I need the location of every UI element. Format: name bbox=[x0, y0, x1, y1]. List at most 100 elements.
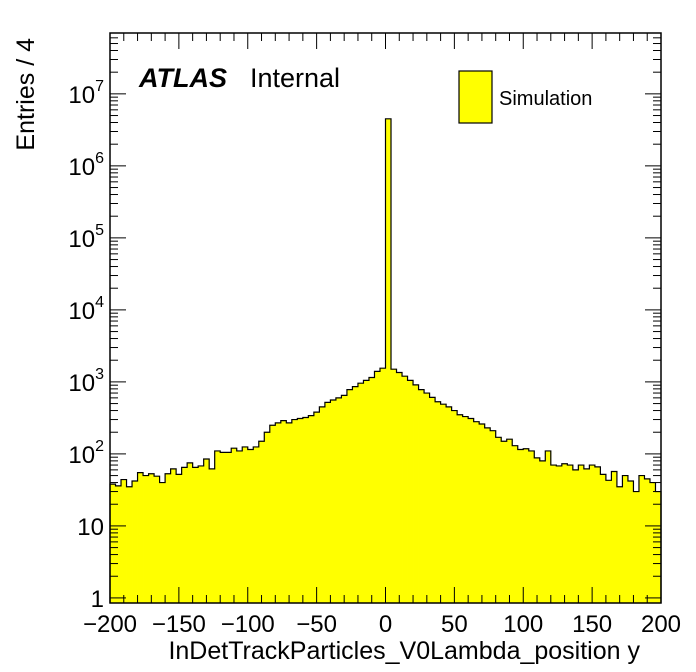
histogram-bin bbox=[600, 474, 607, 603]
y-tick-label: 105 bbox=[68, 222, 104, 253]
histogram-bin bbox=[545, 450, 552, 603]
histogram-bin bbox=[302, 417, 309, 603]
y-tick-label: 102 bbox=[68, 438, 104, 469]
y-tick-label: 1 bbox=[91, 586, 104, 613]
histogram-bin bbox=[429, 397, 436, 603]
histogram-bin bbox=[440, 404, 447, 603]
histogram-bin bbox=[523, 448, 530, 603]
histogram-bin bbox=[313, 412, 320, 603]
histogram-bin bbox=[396, 372, 403, 603]
histogram-bin bbox=[561, 463, 568, 603]
histogram-bin bbox=[165, 473, 172, 603]
histogram-bin bbox=[363, 380, 370, 603]
x-tick-label: 0 bbox=[379, 611, 392, 638]
histogram-bin bbox=[368, 377, 375, 603]
histogram-bin bbox=[517, 449, 524, 603]
histogram-bin bbox=[446, 406, 453, 603]
histogram-bin bbox=[258, 441, 265, 603]
histogram-bin bbox=[374, 371, 381, 603]
histogram-bin bbox=[462, 416, 469, 603]
histogram-bin bbox=[154, 476, 160, 603]
histogram-bin bbox=[341, 395, 348, 603]
histogram-bin bbox=[170, 468, 177, 603]
y-tick-label: 103 bbox=[68, 366, 104, 397]
x-tick-label: 50 bbox=[441, 611, 468, 638]
histogram-bin bbox=[484, 427, 491, 603]
histogram-bin bbox=[132, 481, 138, 603]
histogram-bin bbox=[451, 410, 458, 603]
histogram-bin bbox=[357, 383, 364, 603]
histogram-bin bbox=[578, 465, 585, 603]
histogram-bin bbox=[269, 425, 276, 603]
y-axis-title: Entries / 4 bbox=[12, 38, 40, 151]
histogram-bin bbox=[247, 449, 254, 603]
histogram-bin bbox=[308, 415, 315, 603]
histogram-bin bbox=[457, 414, 464, 603]
histogram-bin bbox=[148, 473, 155, 603]
histogram-bin bbox=[330, 400, 337, 603]
histogram-bin bbox=[231, 448, 238, 603]
histogram-bin bbox=[550, 465, 557, 603]
histogram-bin bbox=[473, 421, 480, 603]
histogram-bin bbox=[181, 467, 188, 603]
histogram-bin bbox=[286, 422, 293, 603]
histogram-bin bbox=[605, 480, 612, 603]
histogram-bin bbox=[413, 384, 419, 603]
histogram-bin bbox=[192, 467, 199, 603]
y-tick-labels: 1 10 102 103 104 105 106 107 bbox=[68, 78, 104, 613]
histogram-bin bbox=[435, 401, 441, 603]
x-axis-title: InDetTrackParticles_V0Lambda_position y bbox=[168, 637, 640, 665]
histogram-bin bbox=[638, 475, 645, 603]
histogram-bin bbox=[407, 380, 414, 603]
x-tick-label: −50 bbox=[296, 611, 337, 638]
histogram-bin bbox=[649, 482, 656, 603]
histogram-bin bbox=[528, 450, 535, 603]
histogram-bin bbox=[512, 445, 519, 603]
histogram-bin bbox=[253, 446, 260, 603]
histogram-bin bbox=[264, 432, 271, 603]
histogram-bin bbox=[495, 437, 502, 603]
atlas-label: ATLAS bbox=[138, 63, 227, 93]
histogram-bin bbox=[110, 484, 116, 603]
histogram-bin bbox=[291, 419, 298, 603]
histogram-bin bbox=[539, 460, 546, 603]
histogram-bin bbox=[468, 418, 475, 603]
histogram-bin bbox=[220, 452, 227, 603]
histogram-bin bbox=[479, 424, 486, 603]
histogram-bin bbox=[611, 471, 618, 603]
histogram-bin bbox=[214, 450, 221, 603]
histogram-bin bbox=[280, 420, 287, 603]
histogram-bin bbox=[385, 118, 392, 603]
histogram-bin bbox=[143, 475, 149, 603]
histogram-bin bbox=[115, 485, 122, 603]
histogram-bin bbox=[198, 465, 205, 603]
histogram-bin bbox=[203, 458, 210, 603]
histogram-bin bbox=[319, 406, 326, 603]
histogram-bars bbox=[109, 118, 662, 603]
histogram-bin bbox=[534, 457, 541, 603]
x-tick-label: −150 bbox=[152, 611, 206, 638]
histogram-bin bbox=[275, 422, 282, 603]
plot-frame bbox=[109, 32, 662, 604]
histogram-bin bbox=[490, 430, 497, 603]
histogram-bin bbox=[627, 481, 634, 603]
histogram-bin bbox=[352, 386, 359, 603]
histogram-bin bbox=[572, 469, 579, 603]
histogram-outline bbox=[109, 118, 662, 603]
x-tick-labels: −200 −150 −100 −50 0 50 100 150 200 bbox=[83, 611, 681, 638]
histogram-bin bbox=[644, 478, 651, 603]
histogram-bin bbox=[622, 475, 629, 603]
histogram-bin bbox=[137, 472, 144, 603]
histogram-bin bbox=[335, 397, 342, 603]
histogram-bin bbox=[176, 474, 183, 603]
histogram-bin bbox=[501, 441, 508, 603]
internal-label: Internal bbox=[250, 63, 340, 93]
histogram-bin bbox=[424, 393, 430, 603]
histogram-bin bbox=[379, 368, 386, 603]
histogram-bin bbox=[633, 491, 640, 603]
x-tick-label: 100 bbox=[503, 611, 543, 638]
x-tick-label: −200 bbox=[83, 611, 137, 638]
histogram-bin bbox=[594, 466, 601, 603]
histogram-bin bbox=[324, 402, 331, 603]
x-tick-label: 200 bbox=[641, 611, 681, 638]
